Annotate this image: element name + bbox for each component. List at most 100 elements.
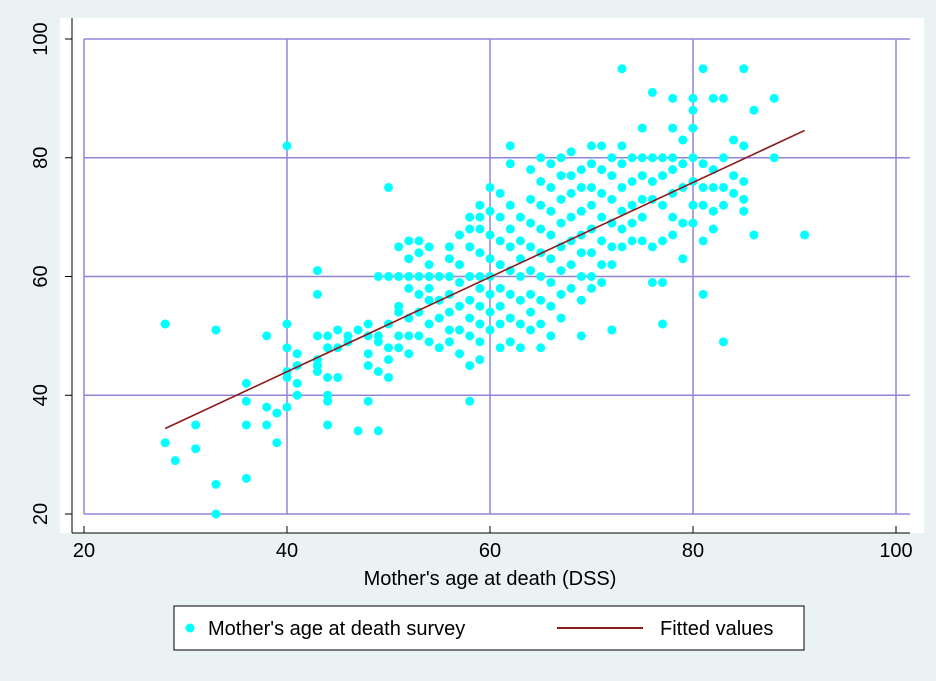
scatter-point [363, 361, 373, 371]
scatter-point [465, 295, 475, 305]
y-tick-label: 80 [30, 147, 52, 169]
scatter-point [495, 236, 505, 246]
scatter-point [485, 182, 495, 192]
scatter-point [556, 218, 566, 228]
scatter-point [241, 420, 251, 430]
scatter-point [455, 260, 465, 270]
scatter-point [414, 331, 424, 341]
scatter-point [647, 194, 657, 204]
scatter-point [576, 182, 586, 192]
scatter-point [485, 230, 495, 240]
scatter-point [475, 301, 485, 311]
scatter-point [607, 325, 617, 335]
scatter-point [191, 444, 201, 454]
scatter-point [353, 426, 363, 436]
scatter-point [444, 242, 454, 252]
scatter-point [312, 266, 322, 276]
scatter-point [607, 242, 617, 252]
scatter-point [465, 272, 475, 281]
scatter-point [455, 349, 465, 359]
scatter-point [718, 153, 728, 163]
scatter-point [526, 218, 536, 228]
scatter-point [739, 141, 749, 151]
x-tick-label: 60 [479, 540, 501, 562]
scatter-point [647, 277, 657, 287]
scatter-point [546, 254, 556, 264]
scatter-point [566, 171, 576, 181]
scatter-point [323, 396, 333, 406]
scatter-point [384, 343, 393, 353]
scatter-point [658, 171, 668, 181]
scatter-point [515, 295, 525, 305]
scatter-point [505, 141, 515, 151]
scatter-point [485, 289, 495, 299]
scatter-point [597, 260, 607, 270]
scatter-point [617, 224, 627, 234]
scatter-point [749, 230, 759, 240]
scatter-point [211, 509, 221, 519]
scatter-point [495, 188, 505, 198]
scatter-point [394, 331, 404, 341]
scatter-point [708, 182, 718, 192]
scatter-point [566, 212, 576, 222]
scatter-point [424, 283, 434, 293]
scatter-point [211, 325, 221, 335]
scatter-point [627, 236, 637, 246]
scatter-point [282, 402, 292, 412]
scatter-point [384, 272, 393, 281]
scatter-point [587, 272, 596, 281]
scatter-point [637, 194, 647, 204]
scatter-point [587, 200, 596, 210]
scatter-point [363, 319, 373, 329]
scatter-point [658, 236, 668, 246]
scatter-point [546, 159, 556, 169]
scatter-point [465, 331, 475, 341]
scatter-point [769, 153, 779, 163]
scatter-point [272, 438, 282, 448]
scatter-point [607, 153, 617, 163]
scatter-point [607, 260, 617, 270]
scatter-point [424, 260, 434, 270]
scatter-point [688, 105, 698, 115]
scatter-point [475, 337, 485, 347]
scatter-point [668, 230, 678, 240]
scatter-point [404, 331, 414, 341]
scatter-point [647, 87, 657, 97]
scatter-point [678, 159, 688, 169]
axes: 20 40 60 80 100 20 40 60 80 100 [30, 18, 913, 562]
scatter-point [424, 272, 434, 281]
scatter-point [576, 295, 586, 305]
scatter-point [373, 272, 383, 281]
scatter-point [617, 64, 627, 74]
scatter-point [698, 159, 708, 169]
scatter-point [576, 248, 586, 258]
scatter-point [455, 325, 465, 335]
scatter-point [617, 206, 627, 216]
scatter-point [394, 307, 404, 317]
scatter-point [323, 331, 333, 341]
scatter-point [465, 224, 475, 234]
scatter-point [566, 260, 576, 270]
scatter-point [718, 182, 728, 192]
x-tick-label: 40 [276, 540, 298, 562]
scatter-point [688, 123, 698, 133]
scatter-point [434, 313, 444, 323]
scatter-point [211, 479, 221, 489]
scatter-point [465, 361, 475, 371]
scatter-point [505, 200, 515, 210]
scatter-point [627, 218, 637, 228]
scatter-point [526, 165, 536, 175]
scatter-point [566, 283, 576, 293]
scatter-point [323, 343, 333, 353]
scatter-point [384, 182, 393, 192]
scatter-point [637, 123, 647, 133]
scatter-point [587, 248, 596, 258]
legend-marker-survey [185, 623, 195, 633]
scatter-point [718, 93, 728, 103]
scatter-point [312, 289, 322, 299]
legend-label-survey: Mother's age at death survey [208, 618, 465, 640]
scatter-point [546, 277, 556, 287]
scatter-point [556, 289, 566, 299]
scatter-point [587, 283, 596, 293]
scatter-point [556, 194, 566, 204]
